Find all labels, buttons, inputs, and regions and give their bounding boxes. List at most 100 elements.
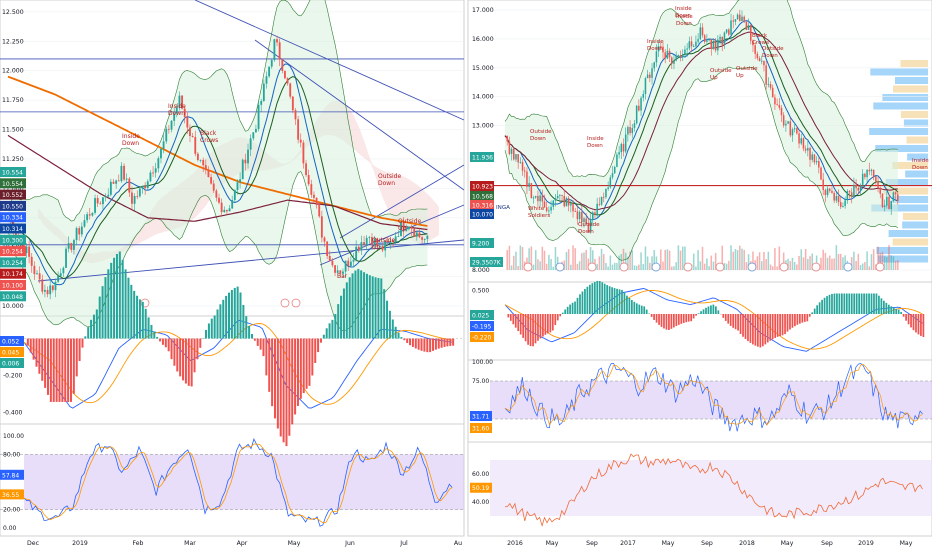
right-event-marker[interactable] (651, 262, 661, 272)
right-candle[interactable] (596, 203, 598, 215)
left-candle[interactable] (402, 222, 405, 232)
left-candle[interactable] (262, 83, 265, 101)
left-candle[interactable] (294, 110, 297, 120)
right-candle[interactable] (824, 190, 827, 196)
left-candle[interactable] (220, 202, 223, 213)
left-candle[interactable] (281, 59, 284, 71)
left-candle[interactable] (41, 279, 44, 292)
right-candle[interactable] (681, 54, 684, 57)
right-candle[interactable] (552, 200, 555, 207)
right-candle[interactable] (613, 166, 616, 174)
right-candle[interactable] (811, 154, 813, 160)
left-candle[interactable] (405, 229, 408, 232)
right-candle[interactable] (653, 62, 655, 69)
left-candle[interactable] (307, 175, 310, 185)
right-candle[interactable] (771, 87, 774, 98)
left-channel-upper[interactable] (339, 164, 465, 239)
left-candle[interactable] (426, 235, 429, 240)
right-candle[interactable] (679, 55, 682, 57)
right-candle[interactable] (618, 152, 620, 155)
left-candle[interactable] (136, 196, 139, 197)
right-candle[interactable] (583, 218, 585, 223)
left-candle[interactable] (128, 178, 131, 193)
left-candle[interactable] (178, 95, 181, 108)
left-candle[interactable] (276, 39, 278, 43)
left-candle[interactable] (336, 270, 339, 273)
right-candle[interactable] (798, 133, 800, 144)
left-candle[interactable] (162, 141, 165, 150)
right-event-marker[interactable] (875, 262, 885, 272)
right-candle[interactable] (556, 195, 559, 199)
left-candle[interactable] (141, 186, 144, 189)
right-candle[interactable] (769, 84, 772, 88)
right-candle[interactable] (631, 128, 634, 134)
right-candle[interactable] (677, 55, 680, 56)
left-candle[interactable] (144, 186, 147, 189)
left-candle[interactable] (183, 108, 186, 117)
right-candle[interactable] (883, 205, 886, 208)
left-candle[interactable] (194, 137, 197, 154)
left-candle[interactable] (223, 209, 226, 213)
left-candle[interactable] (109, 181, 112, 195)
right-candle[interactable] (519, 161, 522, 163)
right-candle[interactable] (554, 198, 557, 201)
right-candle[interactable] (818, 161, 820, 168)
right-candle[interactable] (855, 184, 857, 189)
right-candle[interactable] (734, 19, 737, 22)
right-candle[interactable] (627, 127, 629, 135)
right-candle[interactable] (668, 50, 671, 58)
left-candle[interactable] (421, 237, 424, 240)
right-candle[interactable] (848, 191, 851, 193)
right-candle[interactable] (655, 51, 658, 63)
right-candle[interactable] (717, 39, 719, 51)
left-candle[interactable] (339, 270, 342, 274)
right-candle[interactable] (785, 123, 787, 126)
left-candle[interactable] (160, 149, 162, 159)
left-candle[interactable] (289, 83, 292, 97)
left-candle[interactable] (36, 273, 38, 275)
left-candle[interactable] (247, 149, 249, 164)
right-event-marker[interactable] (619, 262, 629, 272)
left-candle[interactable] (149, 172, 152, 182)
right-candle[interactable] (752, 40, 754, 46)
left-candle[interactable] (378, 246, 381, 247)
left-candle[interactable] (413, 228, 416, 237)
left-candle[interactable] (212, 183, 215, 191)
right-event-marker[interactable] (715, 262, 725, 272)
right-candle[interactable] (598, 203, 601, 205)
left-candle[interactable] (112, 181, 115, 184)
left-candle[interactable] (241, 159, 244, 180)
left-candle[interactable] (415, 232, 418, 237)
right-candle[interactable] (875, 176, 877, 182)
left-candle[interactable] (189, 127, 191, 137)
right-candle[interactable] (690, 41, 693, 47)
left-event-marker[interactable] (291, 298, 301, 308)
left-candle[interactable] (120, 165, 123, 182)
right-candle[interactable] (576, 211, 579, 220)
left-candle[interactable] (46, 289, 49, 295)
left-candle[interactable] (371, 237, 373, 246)
right-candle[interactable] (684, 49, 686, 55)
right-candle[interactable] (850, 192, 853, 197)
left-candle[interactable] (284, 70, 286, 79)
left-candle[interactable] (199, 159, 202, 161)
left-candle[interactable] (181, 95, 183, 109)
right-candle[interactable] (594, 212, 596, 215)
left-channel-lower[interactable] (319, 204, 465, 266)
left-candle[interactable] (75, 228, 78, 241)
right-candle[interactable] (886, 196, 888, 206)
right-candle[interactable] (872, 169, 875, 177)
right-candle[interactable] (565, 198, 568, 207)
right-candle[interactable] (868, 169, 871, 172)
right-candle[interactable] (662, 46, 664, 53)
right-candle[interactable] (570, 203, 572, 206)
left-candle[interactable] (70, 243, 73, 250)
right-candle[interactable] (730, 20, 732, 35)
right-candle[interactable] (778, 104, 781, 108)
right-candle[interactable] (644, 78, 647, 94)
right-candle[interactable] (550, 206, 552, 211)
right-candle[interactable] (699, 27, 702, 40)
right-event-marker[interactable] (843, 262, 853, 272)
right-candle[interactable] (688, 41, 691, 49)
right-candle[interactable] (853, 184, 855, 197)
